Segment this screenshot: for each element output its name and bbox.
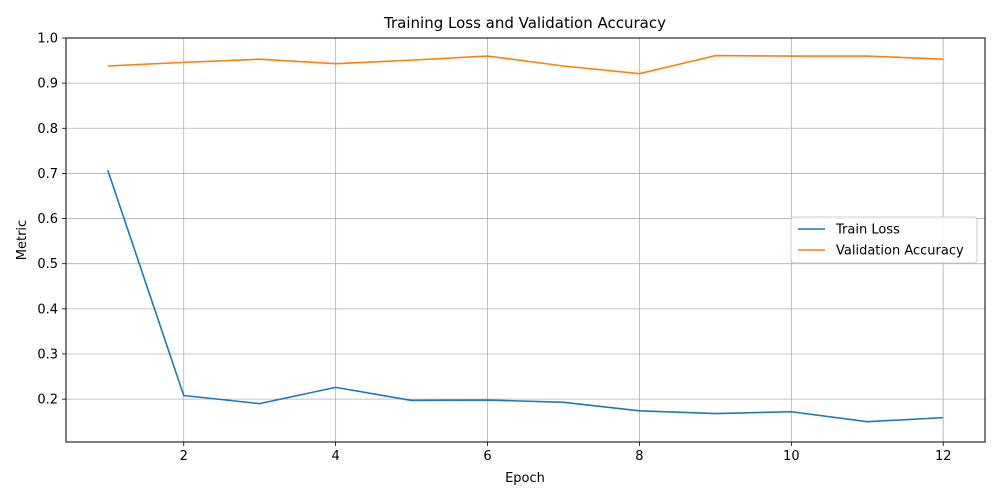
y-tick-label: 1.0 [37,32,58,47]
x-tick-label: 10 [783,449,800,464]
x-axis-ticks: 2 4 6 8 10 12 [180,442,952,464]
x-tick-label: 6 [483,449,491,464]
plot-area-frame [65,37,986,443]
y-tick-label: 0.9 [37,77,58,92]
y-axis-label: Metric [15,220,30,260]
legend: Train Loss Validation Accuracy [790,216,978,264]
x-tick-label: 2 [180,449,188,464]
chart-title: Training Loss and Validation Accuracy [383,14,666,32]
y-axis-ticks: 0.2 0.3 0.4 0.5 0.6 0.7 0.8 0.9 1.0 [37,32,66,408]
legend-label-validation-accuracy: Validation Accuracy [836,244,964,259]
x-tick-label: 4 [331,449,339,464]
x-axis-label: Epoch [505,471,545,486]
series-line-train-loss [107,170,944,423]
legend-label-train-loss: Train Loss [835,223,900,238]
y-tick-label: 0.8 [37,122,58,137]
series-lines [107,54,944,423]
y-tick-label: 0.5 [37,257,58,272]
y-tick-label: 0.4 [37,302,58,317]
y-tick-label: 0.3 [37,347,58,362]
x-tick-label: 8 [635,449,643,464]
legend-box [790,216,978,264]
y-tick-label: 0.7 [37,167,58,182]
series-line-validation-accuracy [107,54,944,75]
x-tick-label: 12 [935,449,952,464]
y-tick-label: 0.2 [37,393,58,408]
y-tick-label: 0.6 [37,212,58,227]
